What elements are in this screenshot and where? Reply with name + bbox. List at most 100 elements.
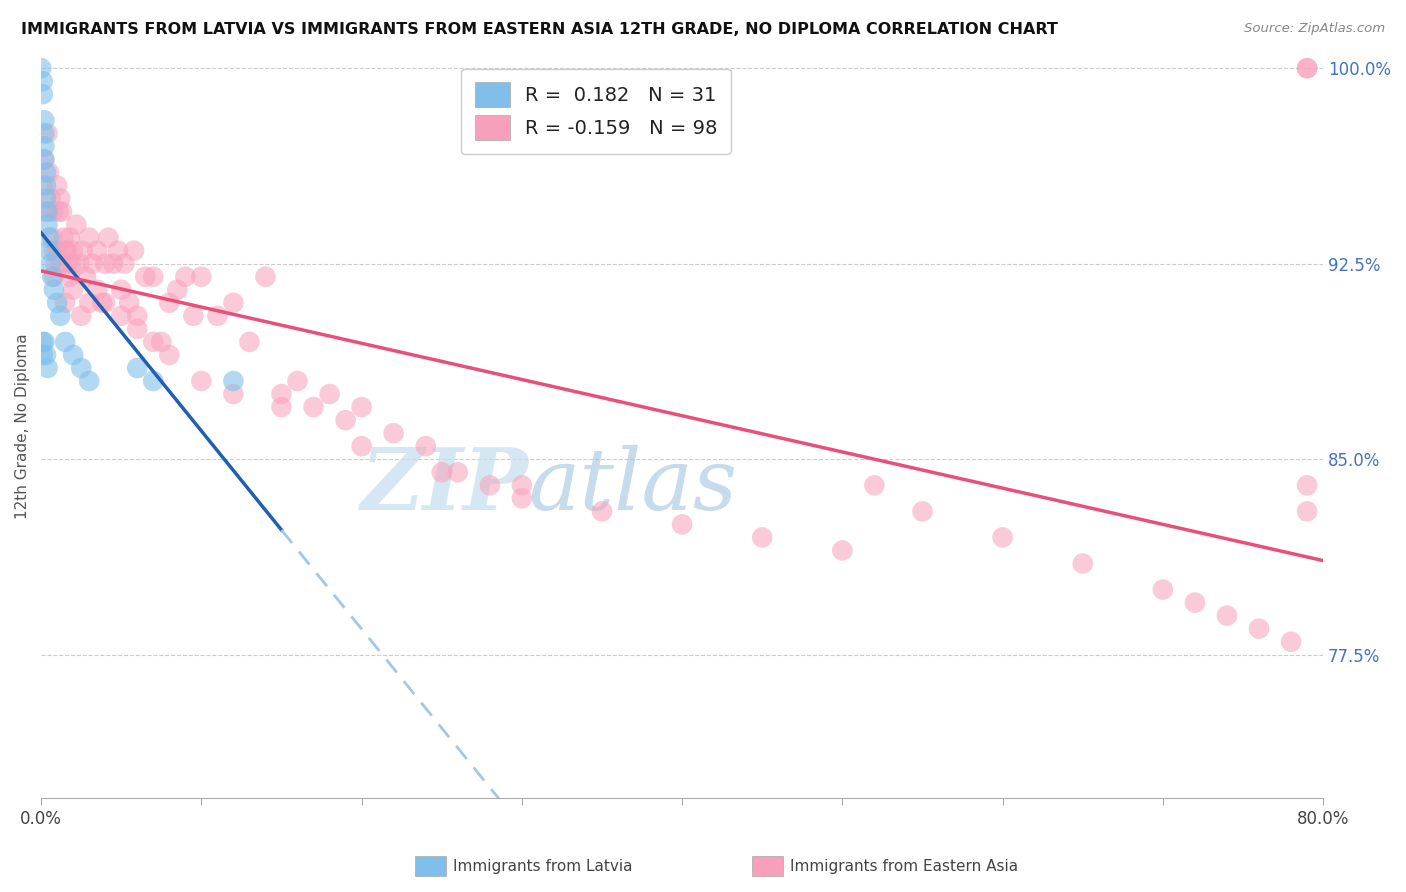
Point	[82, 257, 104, 271]
Point	[190, 269, 212, 284]
Point	[107, 244, 129, 258]
Point	[207, 309, 229, 323]
Point	[30, 61, 52, 75]
Point	[127, 309, 149, 323]
Text: atlas: atlas	[529, 445, 737, 527]
Point	[42, 283, 65, 297]
Point	[238, 334, 260, 349]
Point	[48, 204, 70, 219]
Point	[46, 244, 69, 258]
Point	[34, 139, 56, 153]
Point	[1296, 504, 1319, 518]
Point	[103, 257, 125, 271]
Point	[142, 334, 165, 349]
Point	[62, 283, 84, 297]
Point	[94, 295, 117, 310]
Point	[75, 269, 97, 284]
Point	[122, 244, 145, 258]
Point	[510, 478, 533, 492]
Point	[1071, 557, 1094, 571]
Point	[58, 257, 80, 271]
Point	[591, 504, 613, 518]
Point	[46, 178, 69, 193]
Point	[382, 426, 405, 441]
Point	[118, 295, 141, 310]
Point	[37, 126, 59, 140]
Point	[59, 269, 82, 284]
Point	[49, 309, 72, 323]
Point	[86, 244, 108, 258]
Point	[91, 295, 114, 310]
Point	[53, 295, 76, 310]
Point	[31, 74, 53, 88]
Point	[863, 478, 886, 492]
Point	[70, 361, 93, 376]
Point	[270, 387, 292, 401]
Point	[335, 413, 357, 427]
Point	[166, 283, 188, 297]
Point	[31, 334, 53, 349]
Point	[39, 257, 62, 271]
Point	[127, 322, 149, 336]
Point	[38, 230, 60, 244]
Point	[62, 348, 84, 362]
Point	[1152, 582, 1174, 597]
Point	[447, 465, 470, 479]
Point	[114, 257, 136, 271]
Text: Immigrants from Eastern Asia: Immigrants from Eastern Asia	[790, 859, 1018, 873]
Point	[991, 531, 1014, 545]
Point	[37, 204, 59, 219]
Point	[77, 230, 100, 244]
Point	[1247, 622, 1270, 636]
Point	[52, 230, 75, 244]
Point	[31, 348, 53, 362]
Point	[287, 374, 309, 388]
Point	[97, 230, 120, 244]
Text: Immigrants from Latvia: Immigrants from Latvia	[453, 859, 633, 873]
Point	[35, 192, 58, 206]
Point	[86, 283, 108, 297]
Point	[1296, 61, 1319, 75]
Point	[31, 178, 53, 193]
Point	[41, 269, 63, 284]
Point	[270, 400, 292, 414]
Point	[31, 87, 53, 102]
Point	[42, 244, 65, 258]
Point	[183, 309, 205, 323]
Point	[110, 309, 132, 323]
Point	[55, 244, 77, 258]
Point	[1296, 478, 1319, 492]
Point	[65, 218, 87, 232]
Point	[222, 295, 245, 310]
Point	[77, 374, 100, 388]
Point	[51, 204, 73, 219]
Point	[34, 126, 56, 140]
Point	[62, 244, 84, 258]
Point	[42, 269, 65, 284]
Point	[1296, 61, 1319, 75]
Point	[49, 192, 72, 206]
Point	[41, 230, 63, 244]
Point	[34, 334, 56, 349]
Point	[510, 491, 533, 506]
Point	[49, 257, 72, 271]
Point	[1184, 596, 1206, 610]
Point	[53, 334, 76, 349]
Point	[72, 244, 94, 258]
Point	[222, 387, 245, 401]
Point	[302, 400, 325, 414]
Point	[70, 309, 93, 323]
Point	[46, 295, 69, 310]
Point	[150, 334, 173, 349]
Point	[350, 400, 373, 414]
Point	[350, 439, 373, 453]
Text: Source: ZipAtlas.com: Source: ZipAtlas.com	[1244, 22, 1385, 36]
Point	[671, 517, 693, 532]
Point	[34, 113, 56, 128]
Point	[142, 269, 165, 284]
Legend: R =  0.182   N = 31, R = -0.159   N = 98: R = 0.182 N = 31, R = -0.159 N = 98	[461, 69, 731, 153]
Point	[34, 153, 56, 167]
Point	[77, 295, 100, 310]
Point	[60, 257, 83, 271]
Point	[174, 269, 197, 284]
